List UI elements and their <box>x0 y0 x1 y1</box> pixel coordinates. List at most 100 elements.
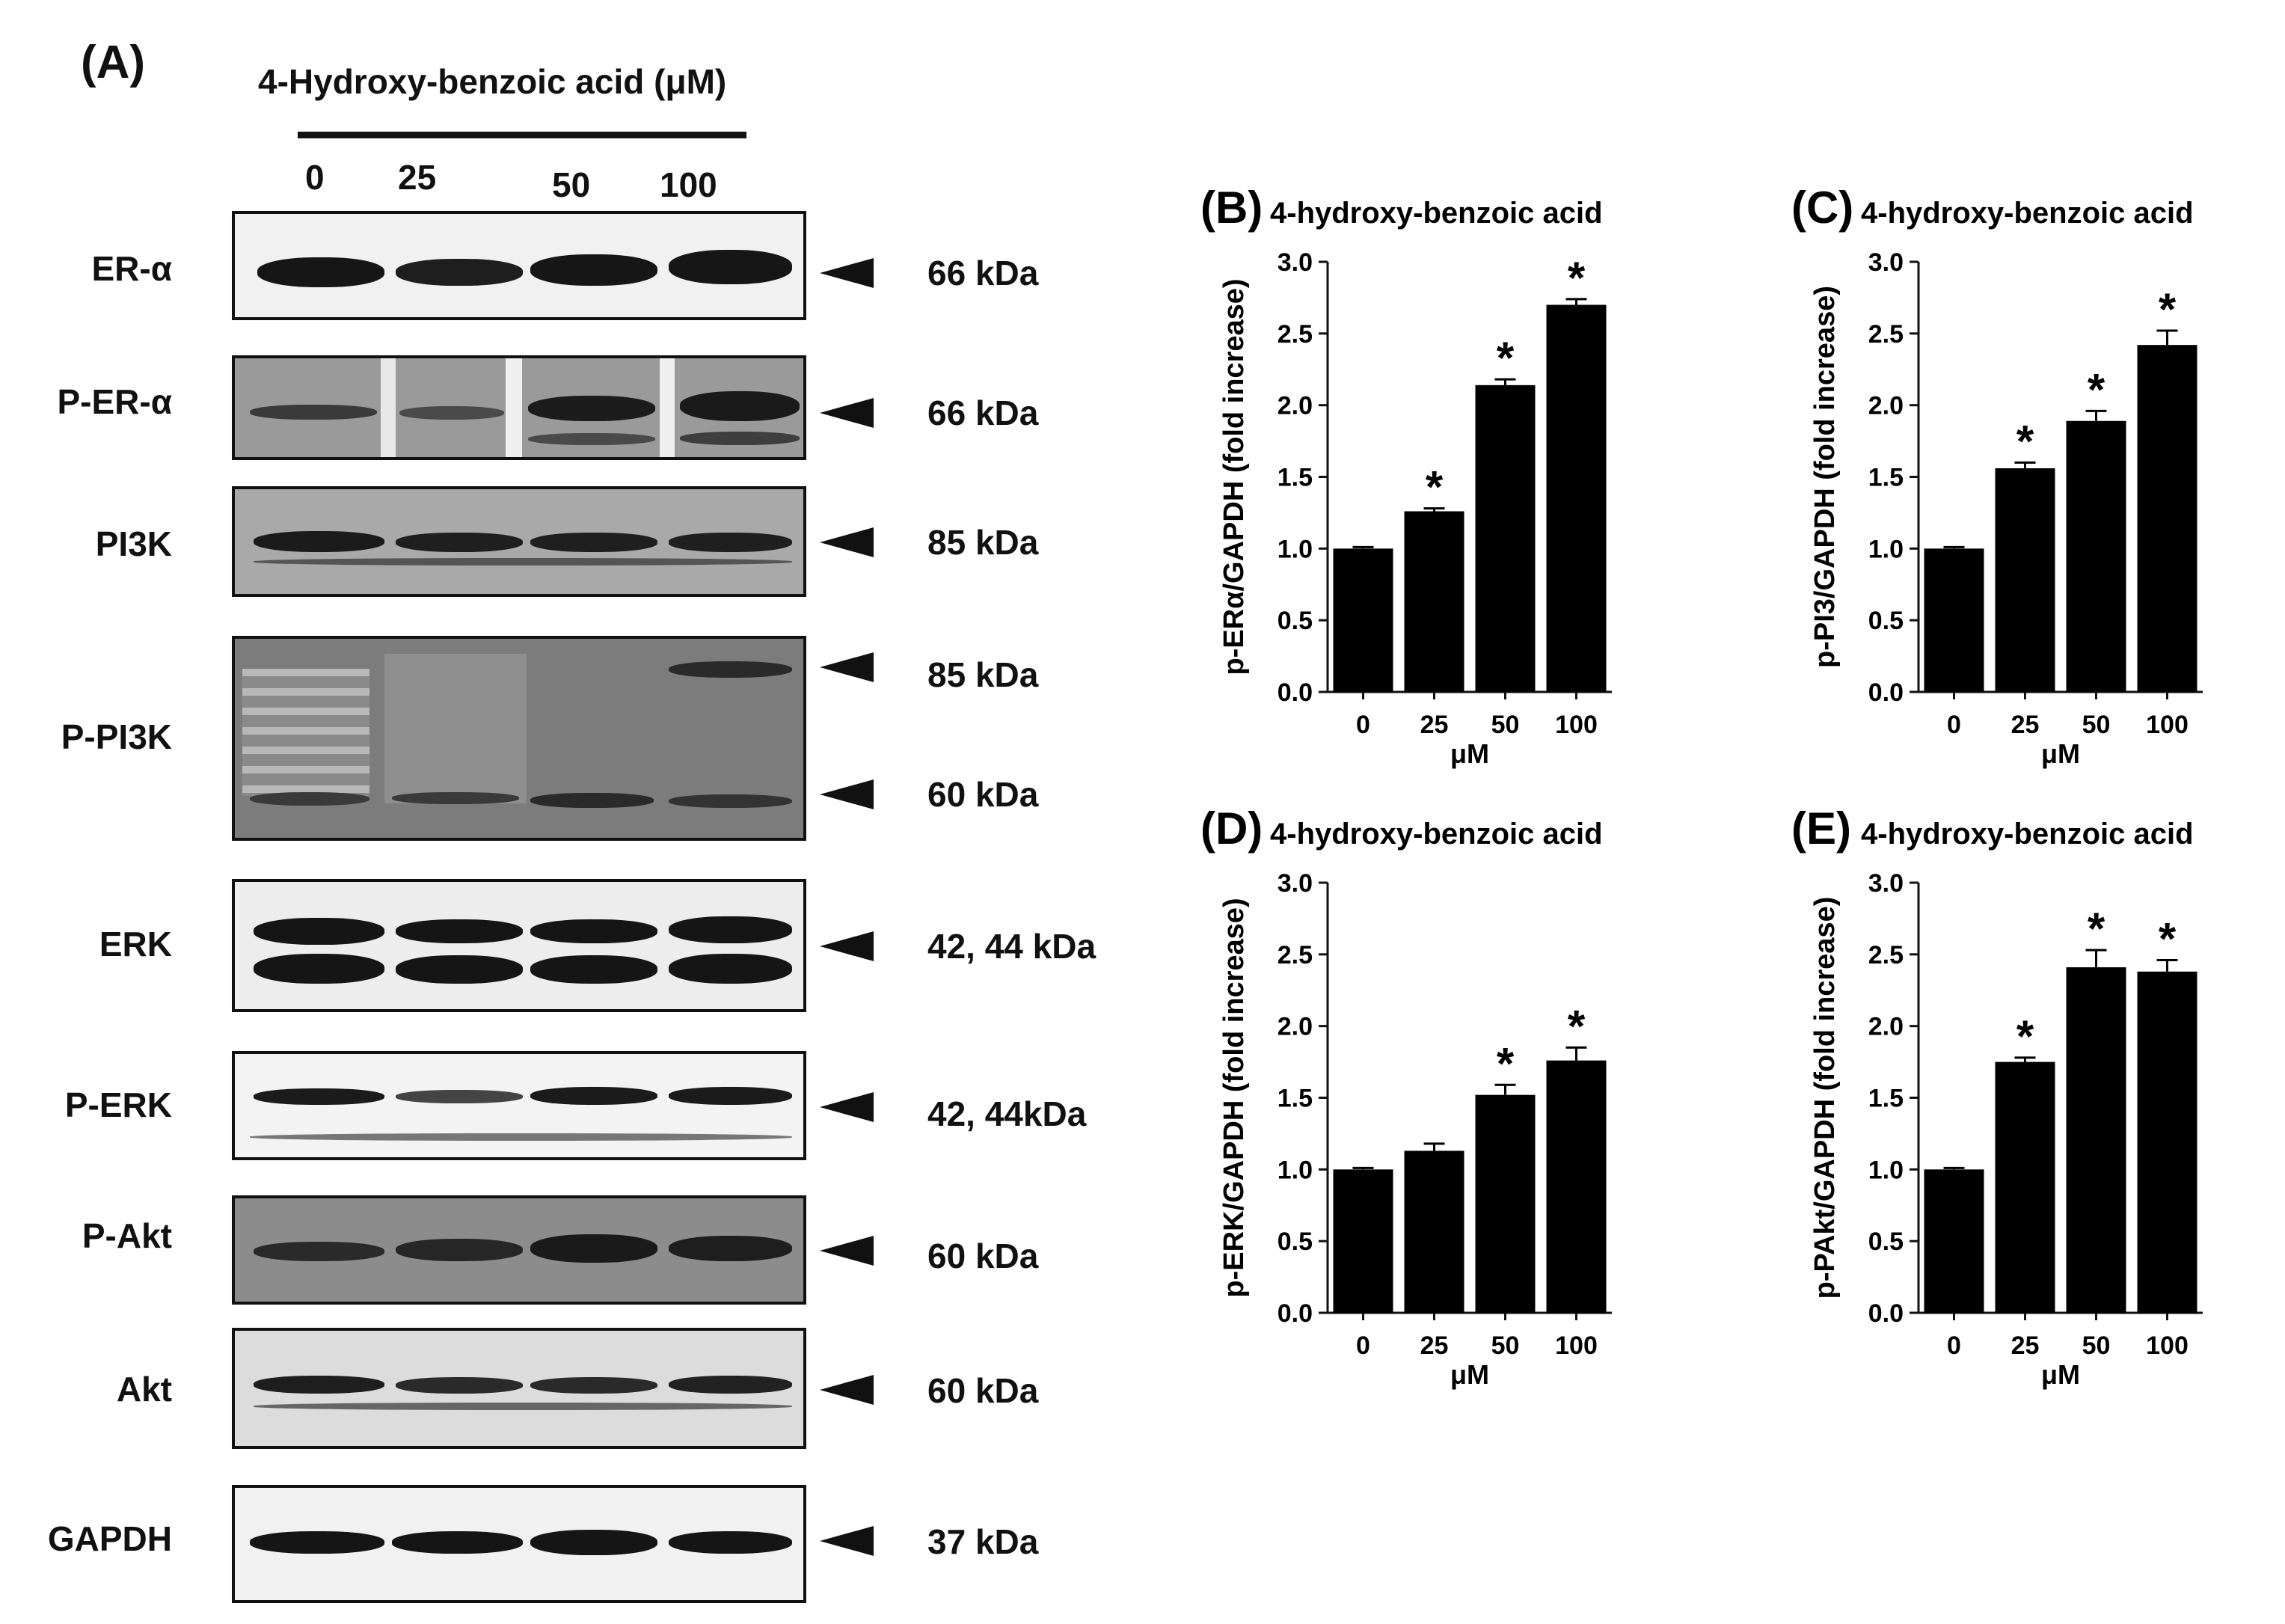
lane-label-100: 100 <box>660 165 717 204</box>
band <box>669 533 792 552</box>
band <box>530 1234 657 1263</box>
x-axis-label: μM <box>1450 738 1489 769</box>
arrow-er-alpha <box>820 258 874 288</box>
y-tick-label: 0.0 <box>1278 678 1313 707</box>
band <box>250 792 369 806</box>
bar <box>1475 384 1536 692</box>
band <box>396 259 523 286</box>
x-tick-label: 100 <box>2146 1332 2189 1360</box>
row-label-p-er-alpha: P-ER-α <box>57 382 173 421</box>
y-tick-label: 3.0 <box>1278 869 1313 898</box>
band <box>530 1087 657 1105</box>
y-tick-label: 1.5 <box>1868 464 1904 492</box>
kda-p-erk: 42, 44kDa <box>927 1094 1087 1133</box>
band <box>392 1531 523 1554</box>
bar <box>1404 511 1464 692</box>
band <box>669 661 792 678</box>
chart-d: (D) 4-hydroxy-benzoic acid 0.0 0.5 1.0 1.5 2.0… <box>1200 803 1612 1390</box>
lane-label-0: 0 <box>305 158 325 197</box>
blot-p-er-alpha <box>232 355 806 460</box>
band <box>250 1133 792 1141</box>
bar <box>1404 1150 1464 1313</box>
arrow-p-pi3k-60 <box>820 779 874 809</box>
arrow-akt <box>820 1375 874 1405</box>
row-label-akt: Akt <box>116 1370 172 1409</box>
treatment-label: 4-Hydroxy-benzoic acid (μM) <box>258 62 727 101</box>
blot-gapdh <box>232 1485 806 1603</box>
band <box>680 391 800 421</box>
band <box>530 919 657 943</box>
kda-akt: 60 kDa <box>927 1371 1039 1410</box>
band <box>530 1530 657 1555</box>
row-label-pi3k: PI3K <box>95 524 172 563</box>
band <box>669 1087 792 1105</box>
significance-marker: * <box>1497 1038 1515 1088</box>
y-tick-label: 1.0 <box>1868 1156 1904 1184</box>
x-tick-label: 0 <box>1356 1332 1370 1360</box>
bar <box>2137 345 2197 692</box>
band <box>254 558 792 566</box>
arrow-p-erk <box>820 1092 874 1122</box>
kda-p-akt: 60 kDa <box>927 1237 1039 1275</box>
bar <box>1475 1094 1536 1313</box>
ladder-smear <box>242 669 369 796</box>
y-axis-label: p-ERα/GAPDH (fold increase) <box>1218 278 1250 675</box>
band <box>254 1376 384 1394</box>
chart-title: 4-hydroxy-benzoic acid <box>1270 818 1603 851</box>
x-tick-label: 50 <box>2082 1332 2111 1360</box>
y-tick-label: 2.5 <box>1278 320 1313 349</box>
arrow-pi3k <box>820 527 874 557</box>
y-tick-label: 2.0 <box>1278 1013 1313 1041</box>
band <box>669 250 792 284</box>
y-tick-label: 2.0 <box>1868 1013 1904 1041</box>
y-tick-label: 2.5 <box>1868 941 1904 969</box>
chart-title: 4-hydroxy-benzoic acid <box>1861 818 2194 851</box>
row-label-gapdh: GAPDH <box>47 1519 172 1558</box>
blot-er-alpha <box>232 211 806 320</box>
x-tick-label: 25 <box>1420 711 1449 739</box>
band <box>254 1088 384 1105</box>
bar <box>1546 1060 1607 1313</box>
band <box>254 1403 792 1410</box>
x-axis-label: μM <box>2041 738 2080 769</box>
bar <box>2066 420 2126 692</box>
band <box>396 1377 523 1394</box>
bar <box>2066 967 2126 1313</box>
y-tick-label: 0.0 <box>1278 1299 1313 1328</box>
y-tick-label: 3.0 <box>1868 248 1904 277</box>
band <box>254 531 384 552</box>
bar <box>1333 548 1393 692</box>
panel-letter: (E) <box>1791 803 1851 854</box>
band <box>257 257 384 287</box>
band <box>254 1242 384 1261</box>
treatment-line <box>298 132 746 138</box>
blot-p-pi3k <box>232 636 806 841</box>
y-tick-label: 1.0 <box>1278 1156 1313 1184</box>
band <box>530 1377 657 1394</box>
significance-marker: * <box>1497 333 1515 383</box>
row-label-er-alpha: ER-α <box>91 249 173 288</box>
significance-marker: * <box>2159 284 2177 334</box>
panel-letter: (C) <box>1791 183 1853 233</box>
bar <box>1995 468 2055 692</box>
x-tick-label: 50 <box>2082 711 2111 739</box>
blot-p-akt <box>232 1195 806 1305</box>
y-tick-label: 0.5 <box>1868 1228 1904 1256</box>
band <box>528 433 655 445</box>
band <box>530 533 657 552</box>
bar <box>1995 1061 2055 1313</box>
band <box>396 1090 523 1103</box>
band <box>250 1531 384 1554</box>
y-tick-label: 0.5 <box>1278 607 1313 635</box>
x-tick-label: 50 <box>1491 1332 1520 1360</box>
band <box>396 955 523 984</box>
row-label-erk: ERK <box>99 925 172 963</box>
significance-marker: * <box>2088 364 2105 414</box>
band <box>396 1239 523 1261</box>
significance-marker: * <box>2016 416 2034 466</box>
kda-p-pi3k-85: 85 kDa <box>927 655 1039 694</box>
significance-marker: * <box>2016 1011 2034 1061</box>
band <box>392 792 519 804</box>
y-tick-label: 2.5 <box>1868 320 1904 349</box>
kda-pi3k: 85 kDa <box>927 523 1039 562</box>
